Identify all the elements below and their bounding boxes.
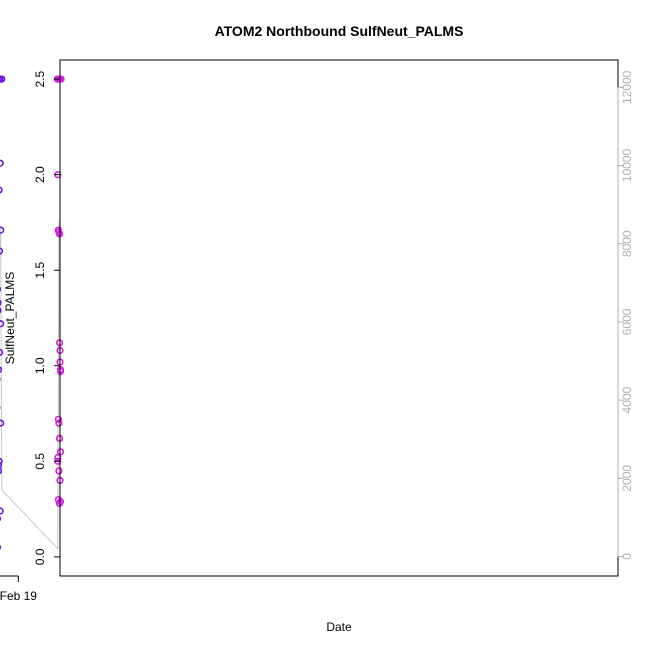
right-axis-tick-label: 8000 <box>620 230 634 257</box>
data-point <box>0 320 5 328</box>
data-point <box>0 75 2 83</box>
right-axis-tick-label: 0 <box>620 553 634 560</box>
y-tick-label: 0.0 <box>33 548 47 565</box>
y-tick-label: 1.5 <box>33 262 47 279</box>
data-point <box>0 299 2 306</box>
data-point <box>0 247 4 255</box>
y-tick-label: 2.5 <box>33 70 47 87</box>
x-axis-label: Date <box>326 620 352 634</box>
data-point <box>0 307 2 314</box>
data-point <box>0 419 5 427</box>
right-axis-tick-label: 6000 <box>620 308 634 335</box>
data-point <box>0 186 3 194</box>
data-point <box>0 457 3 465</box>
data-point <box>55 467 63 475</box>
data-point <box>0 366 3 373</box>
right-axis-tick-label: 12000 <box>620 70 634 104</box>
y-tick-label: 2.0 <box>33 166 47 183</box>
data-point <box>0 159 4 167</box>
chart-title: ATOM2 Northbound SulfNeut_PALMS <box>215 23 464 39</box>
y-tick-label: 0.5 <box>33 453 47 470</box>
data-point <box>0 507 4 515</box>
data-point <box>0 348 4 356</box>
data-point <box>0 226 5 234</box>
data-point <box>54 453 62 462</box>
data-point <box>0 75 6 83</box>
right-axis-tick-label: 4000 <box>620 386 634 413</box>
right-axis-tick-label: 2000 <box>620 465 634 492</box>
y-axis-label: SulfNeut_PALMS <box>3 272 17 365</box>
data-point <box>54 415 63 423</box>
right-axis-tick-label: 10000 <box>620 149 634 183</box>
data-point <box>55 419 63 427</box>
series-4 <box>0 75 6 550</box>
x-tick-label: Feb 19 <box>0 589 37 603</box>
y-tick-label: 1.0 <box>33 357 47 374</box>
data-point <box>0 467 3 475</box>
data-point <box>0 461 3 469</box>
